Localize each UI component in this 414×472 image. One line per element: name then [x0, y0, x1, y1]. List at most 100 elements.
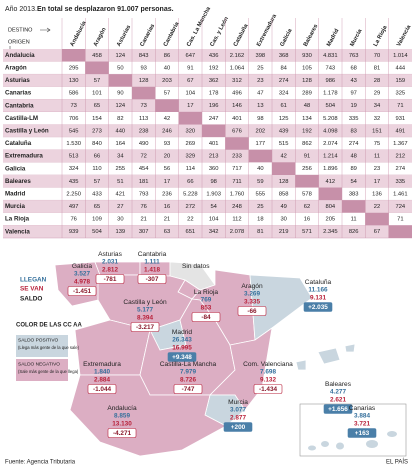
- se-van: 2.884: [94, 377, 110, 384]
- cell: 515: [279, 141, 289, 147]
- saldo-box: [137, 274, 167, 284]
- cell: 21: [140, 217, 146, 223]
- cell: 255: [115, 166, 125, 172]
- diagonal-cell: [85, 61, 109, 75]
- saldo: -1.451: [73, 288, 92, 295]
- cell: 84: [280, 65, 287, 71]
- cell: 73: [140, 103, 146, 109]
- diagonal-cell: [365, 212, 389, 226]
- cell: 840: [92, 141, 102, 147]
- island: [366, 440, 378, 448]
- cell: 62: [304, 204, 310, 210]
- llegan: 1.111: [144, 259, 160, 266]
- llegan: 4.277: [330, 389, 346, 396]
- saldo-box: [253, 384, 283, 394]
- cell: 57: [164, 91, 170, 97]
- saldo-box: [237, 306, 267, 316]
- legend-swatch: [16, 359, 68, 381]
- cell: 20: [164, 154, 170, 160]
- se-van: 2.621: [330, 397, 346, 404]
- cell: 1.896: [323, 166, 338, 172]
- saldo-box: [323, 404, 353, 414]
- cell: 717: [232, 166, 242, 172]
- cell: 504: [92, 229, 102, 235]
- cell: 16: [164, 204, 170, 210]
- row-bg: [3, 149, 412, 163]
- cell: 203: [162, 78, 172, 84]
- llegan: 7.698: [260, 369, 276, 376]
- cell: 5.228: [183, 191, 198, 197]
- col-header: Cantabria: [163, 21, 181, 48]
- saldo: -781: [104, 276, 117, 283]
- cell: 164: [115, 141, 125, 147]
- llegan: 1.840: [94, 369, 110, 376]
- col-header: La Rioja: [373, 24, 389, 47]
- sin-datos: Sin datos: [182, 263, 210, 270]
- cell: 72: [140, 154, 146, 160]
- cell: 545: [69, 128, 79, 134]
- saldo-box: [130, 322, 160, 332]
- cell: 647: [185, 53, 195, 59]
- cell: 11: [374, 154, 380, 160]
- cell: 213: [209, 154, 219, 160]
- cell: 202: [255, 128, 265, 134]
- cell: 23: [374, 166, 380, 172]
- row-name: Aragón: [5, 65, 27, 72]
- cell: 651: [185, 229, 195, 235]
- region-name: Com. Valenciana: [243, 361, 293, 368]
- cell: 248: [232, 204, 242, 210]
- cell: 212: [395, 154, 405, 160]
- cell: 433: [92, 191, 102, 197]
- cell: 13: [257, 103, 263, 109]
- cell: 124: [115, 103, 125, 109]
- diagonal-cell: [295, 175, 319, 188]
- cell: 181: [139, 179, 149, 185]
- row-bg: [3, 162, 412, 175]
- cell: 109: [92, 217, 102, 223]
- cell: 497: [69, 204, 79, 210]
- cell: 274: [349, 141, 359, 147]
- cell: 25: [257, 65, 263, 71]
- cell: 81: [257, 229, 263, 235]
- cell: 66: [187, 179, 193, 185]
- saldo: +2.035: [308, 304, 328, 311]
- cell: 724: [395, 204, 405, 210]
- diagonal-cell: [272, 162, 296, 175]
- cell: 146: [232, 103, 242, 109]
- cell: 76: [70, 217, 76, 223]
- cell: 335: [349, 116, 359, 122]
- row-bg: [3, 137, 412, 150]
- cell: 436: [209, 53, 219, 59]
- cell: 139: [115, 229, 125, 235]
- cell: 101: [92, 91, 102, 97]
- legend-pos: SALDO POSITIVO: [18, 337, 59, 343]
- table: Andalucía 458 124 843 86 647 436 2.162 398 368 930…: [3, 5, 413, 239]
- cell: 256: [302, 166, 312, 172]
- cell: 307: [139, 229, 149, 235]
- year: Año 2013.: [5, 6, 37, 13]
- cell: 324: [279, 91, 289, 97]
- cell: 17: [187, 103, 193, 109]
- cell: 29: [374, 91, 380, 97]
- cell: 178: [209, 91, 219, 97]
- cell: 51: [117, 179, 123, 185]
- cell: 504: [325, 103, 335, 109]
- cell: 273: [92, 128, 102, 134]
- cell: 82: [117, 116, 123, 122]
- cell: 491: [395, 128, 405, 134]
- se-van: 8.394: [137, 315, 153, 322]
- cell: 22: [374, 204, 380, 210]
- cell: 63: [164, 229, 170, 235]
- cell: 826: [349, 229, 359, 235]
- row-name: Andalucía: [5, 52, 35, 59]
- cell: 19: [350, 103, 356, 109]
- cell: 490: [139, 141, 149, 147]
- source: Fuente: Agencia Tributaria: [5, 460, 76, 466]
- se-van: 4.978: [74, 279, 90, 286]
- row-bg: [3, 99, 412, 112]
- row-bg: [3, 86, 412, 100]
- cell: 71: [397, 217, 403, 223]
- cell: 16: [304, 217, 310, 223]
- cell: 125: [279, 116, 289, 122]
- row-name: Canarias: [5, 90, 32, 97]
